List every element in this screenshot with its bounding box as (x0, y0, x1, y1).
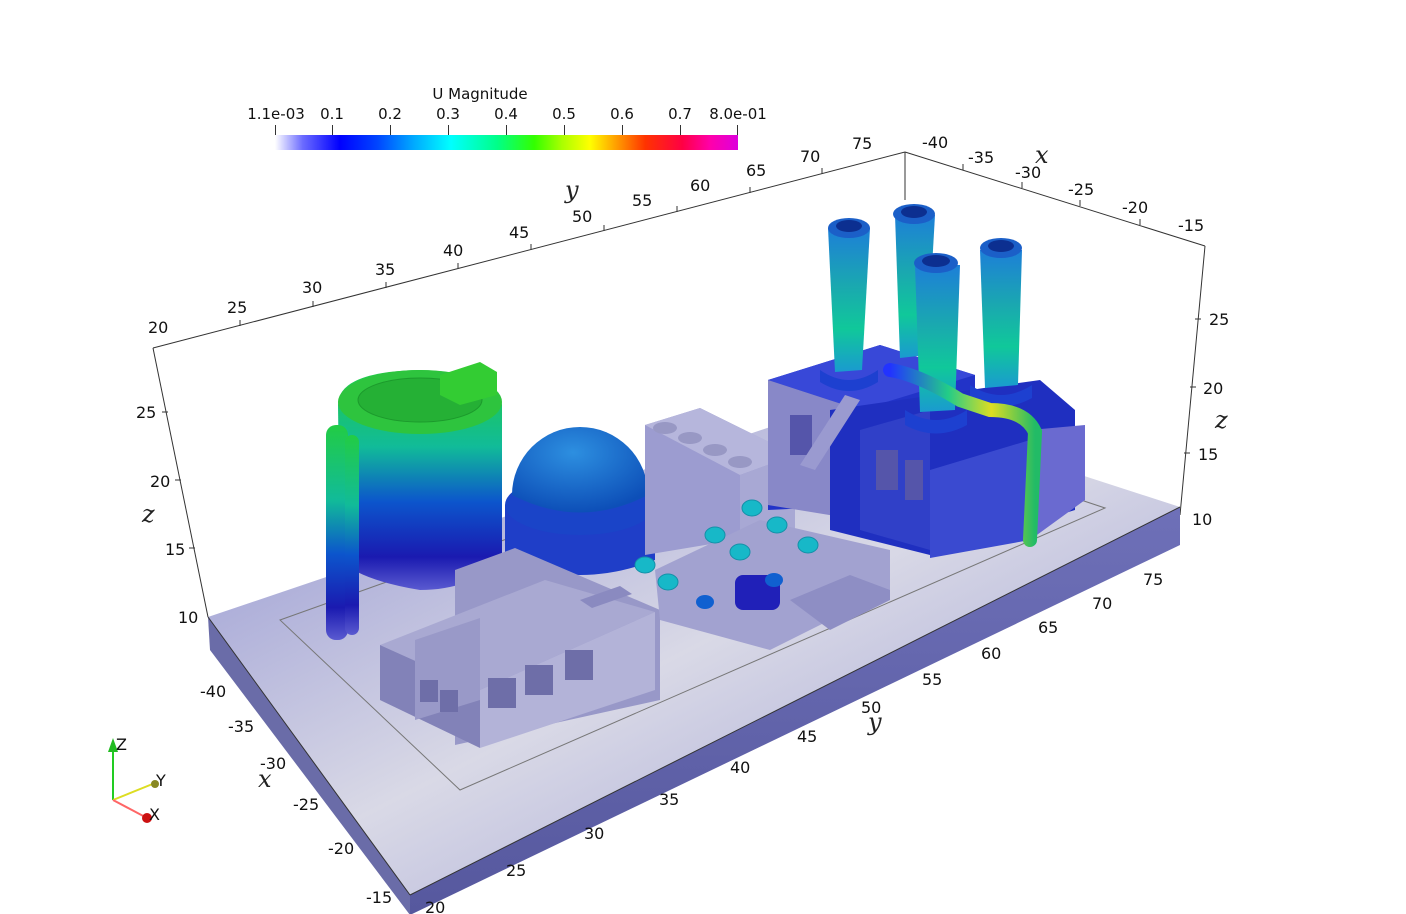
office-building (380, 548, 660, 748)
smoke-stacks (820, 204, 1032, 434)
colorbar-tickmark (737, 125, 738, 135)
power-hall (768, 345, 1085, 558)
tick-z-left: 25 (136, 403, 156, 422)
tick-y-bottom: 65 (1038, 618, 1058, 637)
tick-y-top: 65 (746, 161, 766, 180)
colorbar-gradient (275, 135, 738, 150)
colorbar-tick-label: 0.7 (668, 105, 692, 123)
tick-y-top: 70 (800, 147, 820, 166)
tick-x-top: -25 (1068, 180, 1094, 199)
colorbar-tick-label: 0.6 (610, 105, 634, 123)
tick-z-left: 20 (150, 472, 170, 491)
tick-marks (162, 164, 1201, 549)
orientation-axes-widget: Z Y X (108, 735, 166, 824)
colorbar-tick-label: 0.1 (320, 105, 344, 123)
colorbar-tick-label: 8.0e-01 (709, 105, 767, 123)
tick-y-top: 75 (852, 134, 872, 153)
tick-y-top: 60 (690, 176, 710, 195)
tick-z-left: 10 (178, 608, 198, 627)
colorbar-tickmark (448, 125, 449, 135)
tick-y-top: 30 (302, 278, 322, 297)
tick-x-top: -40 (922, 133, 948, 152)
tick-x-top: -20 (1122, 198, 1148, 217)
colorbar-tickmark (275, 125, 276, 135)
base-plate-side (208, 617, 410, 914)
tick-y-top: 50 (572, 207, 592, 226)
colorbar-title: U Magnitude (432, 85, 528, 103)
tick-y-bottom: 55 (922, 670, 942, 689)
tick-x-top: -15 (1178, 216, 1204, 235)
colorbar-tick-label: 0.5 (552, 105, 576, 123)
tick-y-top: 55 (632, 191, 652, 210)
tick-z-right: 20 (1203, 379, 1223, 398)
tick-y-bottom: 35 (659, 790, 679, 809)
steam-pipe (883, 363, 1043, 547)
tick-y-bottom: 70 (1092, 594, 1112, 613)
storage-tank (326, 362, 502, 640)
tick-y-top: 40 (443, 241, 463, 260)
tick-x-left: -15 (366, 888, 392, 907)
tick-x-top: -35 (968, 148, 994, 167)
colorbar-tick-label: 0.3 (436, 105, 460, 123)
tick-y-bottom: 60 (981, 644, 1001, 663)
tick-x-left: -35 (228, 717, 254, 736)
tick-x-left: -30 (260, 754, 286, 773)
colorbar-tickmark (506, 125, 507, 135)
tick-x-left: -25 (293, 795, 319, 814)
axis-label-y-bottom: y (867, 708, 882, 736)
axis-label-x-left: x (258, 765, 272, 793)
tick-x-left: -20 (328, 839, 354, 858)
orientation-x-label: X (149, 805, 160, 824)
axes-box (152, 151, 1206, 618)
tick-y-bottom: 20 (425, 898, 445, 914)
tick-y-top: 25 (227, 298, 247, 317)
tick-y-top: 20 (148, 318, 168, 337)
tick-y-top: 35 (375, 260, 395, 279)
axis-label-z-left: z (141, 500, 155, 528)
tick-x-left: -40 (200, 682, 226, 701)
tick-y-bottom: 75 (1143, 570, 1163, 589)
tick-z-right: 10 (1192, 510, 1212, 529)
colorbar-tick-label: 0.4 (494, 105, 518, 123)
tick-z-right: 15 (1198, 445, 1218, 464)
colorbar-tick-label: 1.1e-03 (247, 105, 305, 123)
colorbar-tickmark (622, 125, 623, 135)
axis-label-z-right: z (1214, 406, 1228, 434)
tick-y-bottom: 40 (730, 758, 750, 777)
tick-y-bottom: 45 (797, 727, 817, 746)
axis-label-y-top: y (564, 176, 579, 204)
axes-box-front (207, 506, 1181, 896)
colorbar-tick-label: 0.2 (378, 105, 402, 123)
tick-y-bottom: 50 (861, 698, 881, 717)
colorbar-tickmark (332, 125, 333, 135)
colorbar-tickmark (390, 125, 391, 135)
tick-x-top: -30 (1015, 163, 1041, 182)
tick-y-top: 45 (509, 223, 529, 242)
tick-y-bottom: 25 (506, 861, 526, 880)
colorbar-tickmark (564, 125, 565, 135)
tick-z-left: 15 (165, 540, 185, 559)
tick-y-bottom: 30 (584, 824, 604, 843)
valve-cluster (634, 474, 890, 650)
orientation-y-label: Y (155, 771, 166, 790)
tick-z-right: 25 (1209, 310, 1229, 329)
colorbar-tickmark (680, 125, 681, 135)
orientation-z-label: Z (116, 735, 127, 754)
base-plate-front (410, 507, 1180, 914)
axis-label-x-top: x (1035, 141, 1049, 169)
